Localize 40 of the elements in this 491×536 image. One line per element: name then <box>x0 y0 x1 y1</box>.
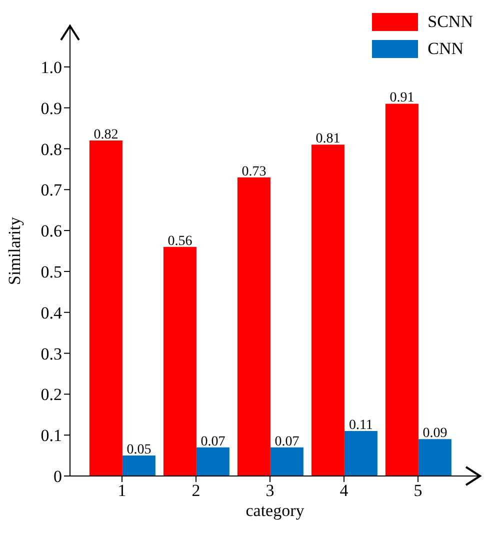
data-label: 0.91 <box>390 90 414 106</box>
y-axis-title: Similarity <box>5 216 24 285</box>
y-tick-label: 0.4 <box>40 303 62 322</box>
bar <box>270 447 304 476</box>
bar <box>163 246 196 476</box>
data-label: 0.11 <box>348 418 373 433</box>
y-tick-label: 0.5 <box>40 262 62 282</box>
y-tick-label: 0.2 <box>40 385 62 404</box>
data-label: 0.07 <box>274 434 300 450</box>
x-tick-label: 1 <box>118 481 126 500</box>
bar <box>344 431 378 476</box>
bar <box>89 140 122 476</box>
bar <box>418 439 452 476</box>
bar <box>237 177 270 476</box>
y-tick-label: 0.9 <box>40 98 62 118</box>
data-label: 0.56 <box>168 234 192 249</box>
x-tick-label: 3 <box>266 481 274 500</box>
y-tick-label: 0 <box>54 467 62 486</box>
bar <box>122 456 156 476</box>
y-tick-label: 0.8 <box>40 140 62 159</box>
data-label: 0.07 <box>200 434 226 450</box>
x-tick-label: 5 <box>414 481 422 500</box>
x-axis-title: category <box>246 501 305 520</box>
y-tick-label: 0.3 <box>40 344 62 364</box>
bar <box>385 104 418 476</box>
bar <box>311 144 344 476</box>
x-tick-label: 4 <box>340 481 349 500</box>
data-label: 0.73 <box>242 164 266 180</box>
y-tick-label: 0.6 <box>40 222 62 241</box>
y-tick-label: 0.1 <box>40 426 62 446</box>
y-tick-label: 1.0 <box>40 58 62 77</box>
data-label: 0.81 <box>316 132 340 147</box>
data-label: 0.09 <box>422 426 448 442</box>
legend-label: CNN <box>428 39 464 59</box>
bar <box>196 447 230 476</box>
y-tick-label: 0.7 <box>40 180 62 200</box>
x-tick-label: 2 <box>192 481 200 500</box>
data-label: 0.05 <box>126 442 152 458</box>
legend-label: SCNN <box>428 12 473 32</box>
data-label: 0.82 <box>94 128 118 143</box>
